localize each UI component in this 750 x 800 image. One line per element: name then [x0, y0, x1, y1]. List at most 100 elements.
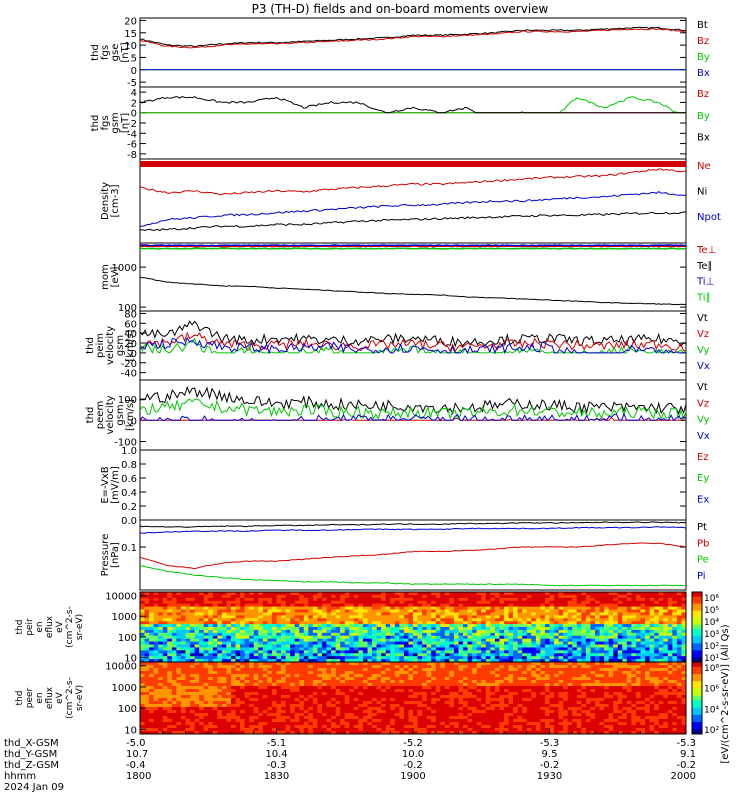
- spectrogram-cell: [299, 689, 305, 693]
- spectrogram-cell: [194, 716, 200, 720]
- spectrogram-cell: [563, 653, 568, 657]
- spectrogram-cell: [640, 618, 646, 622]
- spectrogram-cell: [517, 635, 523, 639]
- spectrogram-cell: [435, 594, 441, 599]
- spectrogram-cell: [299, 683, 305, 687]
- spectrogram-cell: [149, 692, 154, 696]
- spectrogram-cell: [458, 659, 464, 663]
- spectrogram-cell: [494, 692, 500, 696]
- spectrogram-cell: [672, 603, 678, 607]
- spectrogram-cell: [217, 713, 223, 717]
- spectrogram-cell: [645, 621, 650, 625]
- spectrogram-cell: [645, 629, 650, 634]
- spectrogram-cell: [322, 624, 327, 628]
- spectrogram-cell: [217, 704, 223, 708]
- spectrogram-cell: [171, 698, 177, 702]
- spectrogram-cell: [449, 609, 455, 613]
- spectrogram-cell: [276, 606, 282, 610]
- spectrogram-cell: [290, 597, 295, 602]
- spectrogram-cell: [581, 647, 587, 651]
- spectrogram-cell: [513, 627, 518, 631]
- spectrogram-cell: [394, 683, 400, 687]
- spectrogram-cell: [494, 647, 500, 651]
- spectrogram-cell: [444, 606, 450, 610]
- spectrogram-cell: [654, 606, 659, 610]
- y-tick-label: 100: [118, 303, 137, 314]
- spectrogram-cell: [417, 665, 423, 669]
- legend-entry: Ne: [697, 161, 711, 172]
- spectrogram-cell: [449, 653, 455, 657]
- spectrogram-cell: [572, 606, 578, 610]
- spectrogram-cell: [221, 704, 227, 708]
- spectrogram-cell: [231, 627, 236, 631]
- spectrogram-cell: [544, 627, 550, 631]
- spectrogram-cell: [294, 650, 300, 654]
- spectrogram-cell: [199, 710, 204, 714]
- spectrogram-cell: [394, 716, 400, 720]
- spectrogram-cell: [667, 606, 673, 610]
- spectrogram-cell: [281, 603, 286, 607]
- spectrogram-cell: [149, 647, 154, 651]
- spectrogram-cell: [463, 594, 468, 599]
- spectrogram-cell: [463, 618, 468, 622]
- spectrogram-cell: [349, 603, 355, 607]
- spectrogram-cell: [331, 629, 336, 634]
- spectrogram-cell: [231, 674, 236, 678]
- spectrogram-cell: [203, 647, 209, 651]
- spectrogram-cell: [604, 609, 609, 613]
- spectrogram-cell: [472, 725, 477, 729]
- spectrogram-cell: [544, 594, 550, 599]
- spectrogram-cell: [267, 707, 273, 711]
- spectrogram-cell: [194, 600, 200, 604]
- spectrogram-cell: [149, 725, 154, 729]
- spectrogram-cell: [367, 710, 373, 714]
- spectrogram-cell: [208, 728, 214, 732]
- spectrogram-cell: [253, 656, 259, 660]
- series-line-Npot: [140, 191, 687, 227]
- spectrogram-cell: [517, 618, 523, 622]
- spectrogram-cell: [399, 612, 405, 616]
- spectrogram-cell: [440, 618, 446, 622]
- spectrogram-cell: [194, 710, 200, 714]
- spectrogram-cell: [485, 683, 491, 687]
- spectrogram-cell: [658, 594, 664, 599]
- spectrogram-cell: [358, 618, 364, 622]
- spectrogram-cell: [549, 632, 555, 637]
- spectrogram-cell: [326, 689, 332, 693]
- spectrogram-cell: [353, 659, 359, 663]
- spectrogram-cell: [431, 719, 437, 723]
- spectrogram-cell: [244, 701, 250, 705]
- spectrogram-cell: [403, 600, 409, 604]
- spectrogram-cell: [494, 618, 500, 622]
- spectrogram-cell: [458, 615, 464, 619]
- spectrogram-cell: [349, 716, 355, 720]
- spectrogram-cell: [244, 686, 250, 690]
- spectrogram-cell: [271, 621, 277, 625]
- spectrogram-cell: [622, 612, 628, 616]
- spectrogram-cell: [422, 650, 427, 654]
- spectrogram-cell: [317, 644, 323, 648]
- spectrogram-cell: [208, 656, 214, 660]
- spectrogram-cell: [180, 638, 186, 642]
- spectrogram-cell: [217, 618, 223, 622]
- spectrogram-cell: [208, 698, 214, 702]
- spectrogram-cell: [540, 621, 546, 625]
- spectrogram-cell: [294, 656, 300, 660]
- spectrogram-cell: [344, 719, 350, 723]
- spectrogram-cell: [158, 683, 164, 687]
- spectrogram-cell: [444, 600, 450, 604]
- spectrogram-cell: [499, 632, 505, 637]
- spectrogram-cell: [672, 632, 678, 637]
- spectrogram-cell: [440, 674, 446, 678]
- spectrogram-cell: [567, 592, 573, 596]
- spectrogram-cell: [258, 659, 264, 663]
- spectrogram-cell: [217, 615, 223, 619]
- spectrogram-cell: [144, 600, 150, 604]
- spectrogram-cell: [563, 609, 568, 613]
- spectrogram-cell: [408, 635, 414, 639]
- spectrogram-cell: [640, 656, 646, 660]
- spectrogram-cell: [180, 650, 186, 654]
- spectrogram-cell: [403, 710, 409, 714]
- spectrogram-cell: [517, 656, 523, 660]
- spectrogram-cell: [390, 641, 396, 645]
